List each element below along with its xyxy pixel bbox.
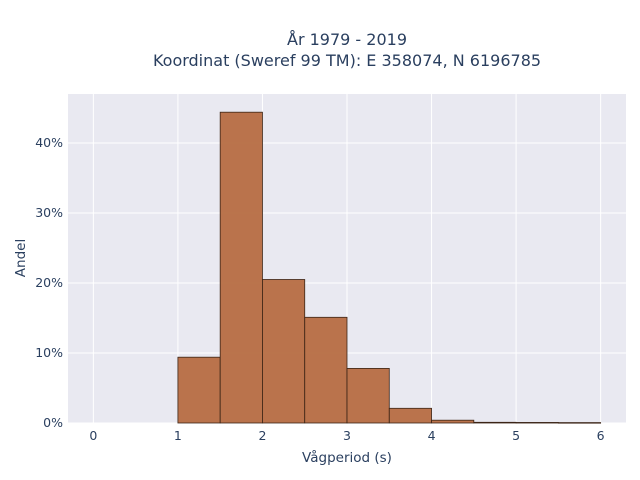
x-axis-title: Vågperiod (s) [302, 449, 392, 466]
x-tick-label: 4 [428, 428, 436, 443]
y-tick-label: 30% [35, 205, 63, 220]
x-tick-label: 3 [343, 428, 351, 443]
y-tick-label: 10% [35, 345, 63, 360]
bars [177, 111, 602, 424]
y-axis-title: Andel [13, 239, 29, 277]
histogram-bar [219, 111, 263, 424]
histogram-bar [473, 421, 517, 424]
y-tick-label: 40% [35, 135, 63, 150]
histogram-bar [346, 367, 390, 424]
x-tick-label: 2 [258, 428, 266, 443]
histogram-bar [557, 422, 602, 424]
y-axis-ticks: 0% 10% 20% 30% 40% [35, 135, 63, 430]
chart-title-line-1: År 1979 - 2019 [287, 30, 407, 49]
x-tick-label: 0 [89, 428, 97, 443]
x-axis-ticks: 0 1 2 3 4 5 6 [89, 428, 604, 443]
y-tick-label: 20% [35, 275, 63, 290]
histogram-bar [177, 356, 221, 424]
histogram-bar [515, 422, 559, 424]
x-tick-label: 1 [174, 428, 182, 443]
x-tick-label: 5 [512, 428, 520, 443]
y-tick-label: 0% [43, 415, 63, 430]
chart-title-line-2: Koordinat (Sweref 99 TM): E 358074, N 61… [153, 51, 541, 70]
histogram-bar [304, 316, 348, 424]
histogram-bar [262, 279, 306, 424]
histogram-bar [388, 407, 432, 424]
histogram-bar [431, 419, 475, 424]
x-tick-label: 6 [597, 428, 605, 443]
